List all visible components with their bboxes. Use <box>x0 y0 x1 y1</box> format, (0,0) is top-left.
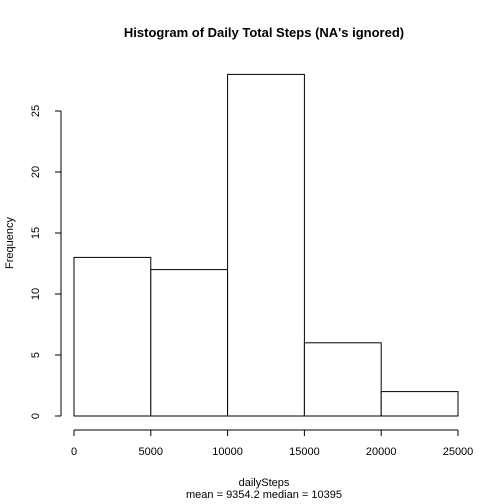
y-tick-label: 15 <box>30 227 42 239</box>
chart-title: Histogram of Daily Total Steps (NA's ign… <box>124 25 404 40</box>
y-tick-label: 5 <box>30 352 42 358</box>
x-axis: 0 5000 10000 15000 20000 25000 <box>71 429 474 458</box>
x-axis-label: dailySteps <box>239 477 290 489</box>
chart-subtitle: mean = 9354.2 median = 10395 <box>186 489 342 501</box>
x-tick-label: 25000 <box>443 446 474 458</box>
histogram-bar-1 <box>73 256 152 417</box>
y-tick-label: 20 <box>30 166 42 178</box>
y-tick-label: 10 <box>30 288 42 300</box>
histogram-bar-2 <box>150 269 229 417</box>
histogram-bar-3 <box>227 73 305 417</box>
x-tick-label: 10000 <box>212 446 243 458</box>
y-axis: 0 5 10 15 20 25 <box>30 105 62 419</box>
bars-group <box>73 73 459 417</box>
x-tick-label: 20000 <box>366 446 397 458</box>
y-axis-label: Frequency <box>4 217 16 269</box>
x-tick-label: 0 <box>71 446 77 458</box>
y-tick-label: 25 <box>30 105 42 117</box>
x-tick-label: 5000 <box>139 446 163 458</box>
x-tick-label: 15000 <box>289 446 320 458</box>
y-tick-label: 0 <box>30 413 42 419</box>
histogram-bar-5 <box>380 391 459 417</box>
histogram-bar-4 <box>303 342 382 417</box>
